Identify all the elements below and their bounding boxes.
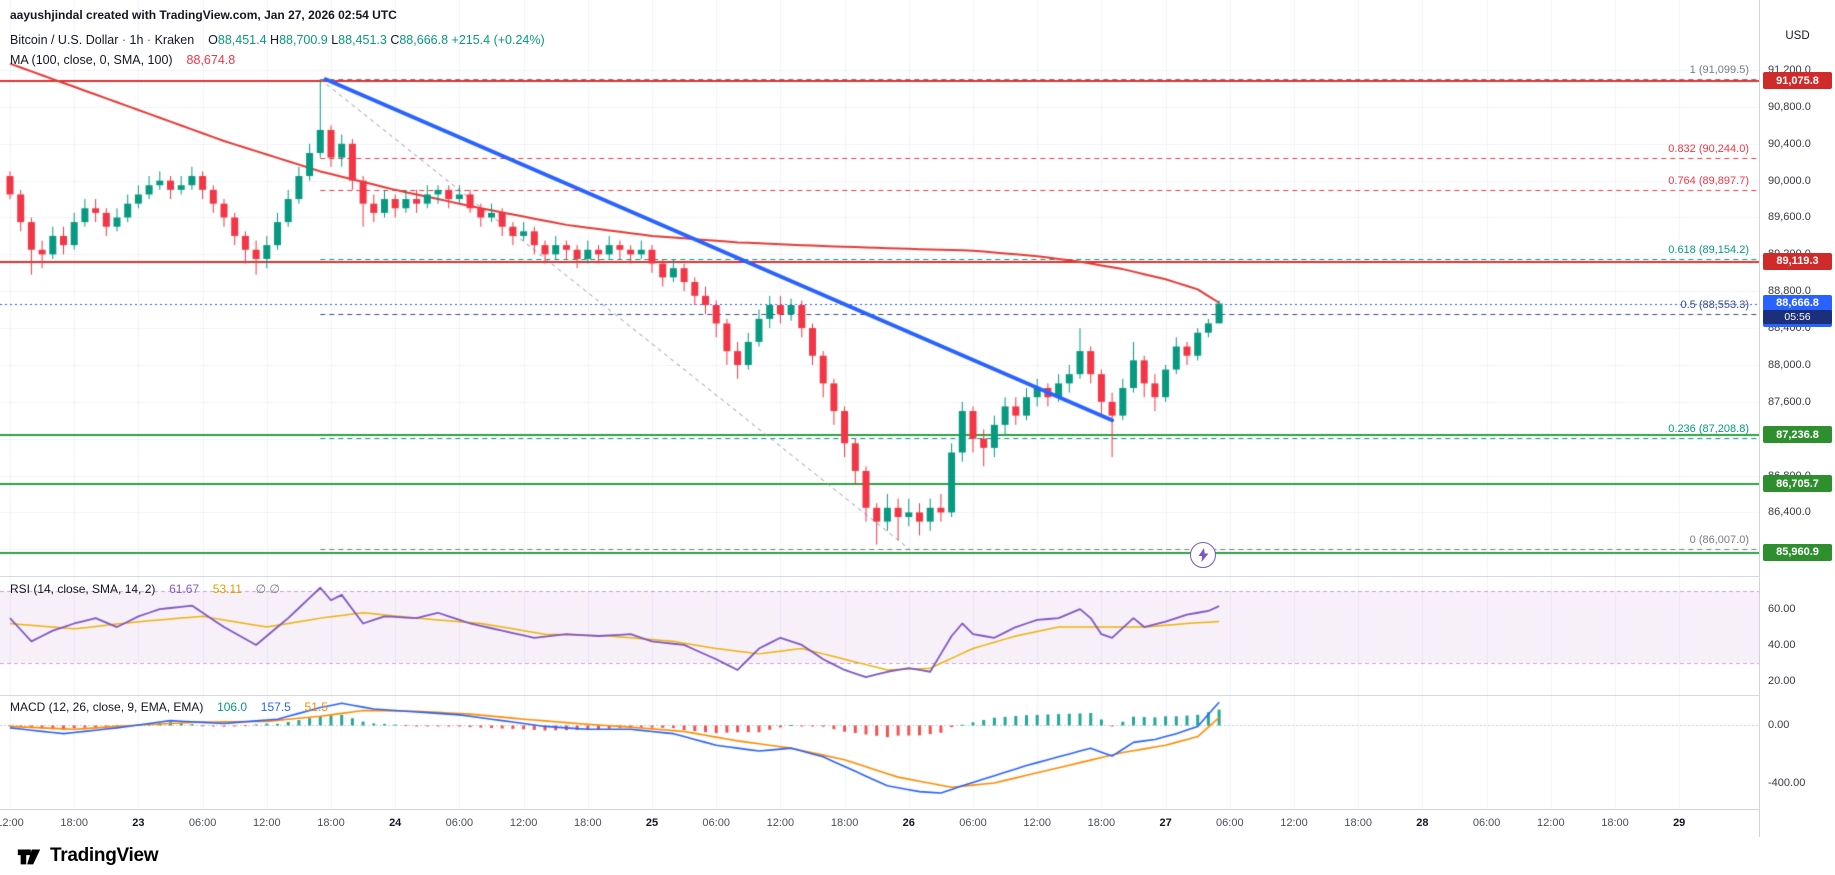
time-label: 24 xyxy=(389,817,402,829)
symbol-legend[interactable]: Bitcoin / U.S. Dollar · 1h · Kraken O88,… xyxy=(10,33,545,47)
price-badge: 89,119.3 xyxy=(1763,252,1832,270)
time-label: 27 xyxy=(1159,817,1172,829)
price-tick: 90,000.0 xyxy=(1768,174,1811,187)
ma-label: MA (100, close, 0, SMA, 100) xyxy=(10,53,173,67)
time-label: 23 xyxy=(132,817,145,829)
macd-label: MACD (12, 26, close, 9, EMA, EMA) xyxy=(10,700,204,714)
rsi-ma-value: 53.11 xyxy=(212,582,242,596)
time-label: 06:00 xyxy=(1472,817,1501,829)
time-label: 25 xyxy=(645,817,659,829)
time-label: 18:00 xyxy=(60,817,88,829)
macd-signal-value: 51.5 xyxy=(304,700,328,714)
plot-column: aayushjindal created with TradingView.co… xyxy=(0,0,1759,838)
chart-root: aayushjindal created with TradingView.co… xyxy=(0,0,1835,838)
tradingview-logo-text: TradingView xyxy=(50,845,159,866)
lightning-bolt-icon[interactable] xyxy=(1190,542,1216,568)
price-tick: 90,800.0 xyxy=(1768,100,1811,113)
time-label: 18:00 xyxy=(1087,817,1116,829)
time-label: 12:00 xyxy=(509,817,538,829)
tradingview-logo[interactable]: TradingView xyxy=(16,843,159,869)
price-badge: 86,705.7 xyxy=(1763,475,1832,493)
ohlc-change: +215.4 (+0.24%) xyxy=(451,33,545,47)
rsi-legend[interactable]: RSI (14, close, SMA, 14, 2) 61.67 53.11 … xyxy=(10,582,280,596)
tradingview-logo-icon xyxy=(17,849,41,865)
fib-level-label[interactable]: 0.764 (89,897.7) xyxy=(1668,175,1749,188)
fib-level-label[interactable]: 0.832 (90,244.0) xyxy=(1668,143,1749,156)
time-label: 06:00 xyxy=(445,817,474,829)
macd-hist-value: 106.0 xyxy=(217,700,248,714)
time-label: 29 xyxy=(1673,817,1686,829)
price-tick: 89,600.0 xyxy=(1768,211,1811,224)
time-label: 06:00 xyxy=(959,817,987,829)
symbol-exchange: Kraken xyxy=(154,33,195,47)
macd-tick: 0.00 xyxy=(1768,718,1790,731)
time-label: 06:00 xyxy=(702,817,730,829)
pane-separator[interactable] xyxy=(0,695,1759,696)
ohlc-close: 88,666.8 xyxy=(399,33,449,47)
rsi-canvas[interactable] xyxy=(0,577,1759,695)
rsi-value: 61.67 xyxy=(169,582,200,596)
price-tick: 86,400.0 xyxy=(1768,506,1811,519)
currency-label: USD xyxy=(1785,30,1810,42)
attribution: aayushjindal created with TradingView.co… xyxy=(10,8,397,22)
time-label: 12:00 xyxy=(1280,817,1308,829)
price-tick: 88,800.0 xyxy=(1768,285,1811,298)
fib-level-label[interactable]: 0.236 (87,208.8) xyxy=(1668,422,1749,435)
time-label: 12:00 xyxy=(1537,817,1565,829)
rsi-tick: 20.00 xyxy=(1768,674,1796,687)
symbol-interval: 1h xyxy=(129,33,144,47)
time-label: 18:00 xyxy=(1344,817,1372,829)
ohlc-open: 88,451.4 xyxy=(217,33,267,47)
price-pane[interactable]: aayushjindal created with TradingView.co… xyxy=(0,0,1759,576)
time-label: 12:00 xyxy=(1023,817,1051,829)
price-badge: 88,666.8 05:56 xyxy=(1763,294,1832,327)
time-label: 18:00 xyxy=(830,817,859,829)
fib-level-label[interactable]: 0.5 (88,553.3) xyxy=(1680,298,1750,311)
fib-level-label[interactable]: 1 (91,099.5) xyxy=(1689,64,1749,77)
price-tick: 88,000.0 xyxy=(1768,358,1811,371)
fib-level-label[interactable]: 0.618 (89,154.2) xyxy=(1668,243,1749,256)
price-tick: 90,400.0 xyxy=(1768,137,1811,150)
time-label: 06:00 xyxy=(188,817,217,829)
time-axis[interactable]: 12:00 18:00 23 06:00 12:00 18:00 24 06:00 12:00 1… xyxy=(0,809,1759,838)
rsi-pane[interactable]: RSI (14, close, SMA, 14, 2) 61.67 53.11 … xyxy=(0,577,1759,695)
macd-legend[interactable]: MACD (12, 26, close, 9, EMA, EMA) 106.0 … xyxy=(10,700,328,714)
ohlc-low: 88,451.3 xyxy=(338,33,387,47)
rsi-label: RSI (14, close, SMA, 14, 2) xyxy=(10,582,156,596)
symbol-title: Bitcoin / U.S. Dollar xyxy=(10,33,119,47)
time-label: 18:00 xyxy=(317,817,345,829)
time-label: 12:00 xyxy=(0,817,24,829)
ma-legend[interactable]: MA (100, close, 0, SMA, 100) 88,674.8 xyxy=(10,53,235,67)
footer: TradingView xyxy=(0,837,1835,875)
time-label: 18:00 xyxy=(574,817,602,829)
price-tick: 87,600.0 xyxy=(1768,395,1811,408)
price-canvas[interactable] xyxy=(0,0,1759,576)
time-label: 28 xyxy=(1416,817,1429,829)
rsi-tick: 60.00 xyxy=(1768,603,1796,616)
ohlc-high: 88,700.9 xyxy=(279,33,328,47)
ma-value: 88,674.8 xyxy=(186,53,236,67)
fib-level-label[interactable]: 0 (86,007.0) xyxy=(1689,533,1749,546)
macd-tick: -400.00 xyxy=(1768,776,1806,789)
bar-countdown: 05:56 xyxy=(1763,310,1832,324)
price-badge: 85,960.9 xyxy=(1763,543,1832,561)
bolt-glyph xyxy=(1198,548,1208,562)
macd-canvas[interactable] xyxy=(0,696,1759,809)
time-label: 18:00 xyxy=(1601,817,1629,829)
macd-line-value: 157.5 xyxy=(260,700,291,714)
price-badge: 91,075.8 xyxy=(1763,72,1832,90)
time-label: 12:00 xyxy=(766,817,795,829)
rsi-tick: 40.00 xyxy=(1768,638,1796,651)
time-label: 12:00 xyxy=(253,817,281,829)
price-scale[interactable]: USD 91,200.0 90,800.0 90,400.0 90,000.0 89,6… xyxy=(1759,0,1835,837)
time-label: 06:00 xyxy=(1216,817,1244,829)
pane-separator[interactable] xyxy=(0,576,1759,577)
time-label: 26 xyxy=(902,817,915,829)
macd-pane[interactable]: MACD (12, 26, close, 9, EMA, EMA) 106.0 … xyxy=(0,696,1759,809)
price-badge: 87,236.8 xyxy=(1763,426,1832,444)
